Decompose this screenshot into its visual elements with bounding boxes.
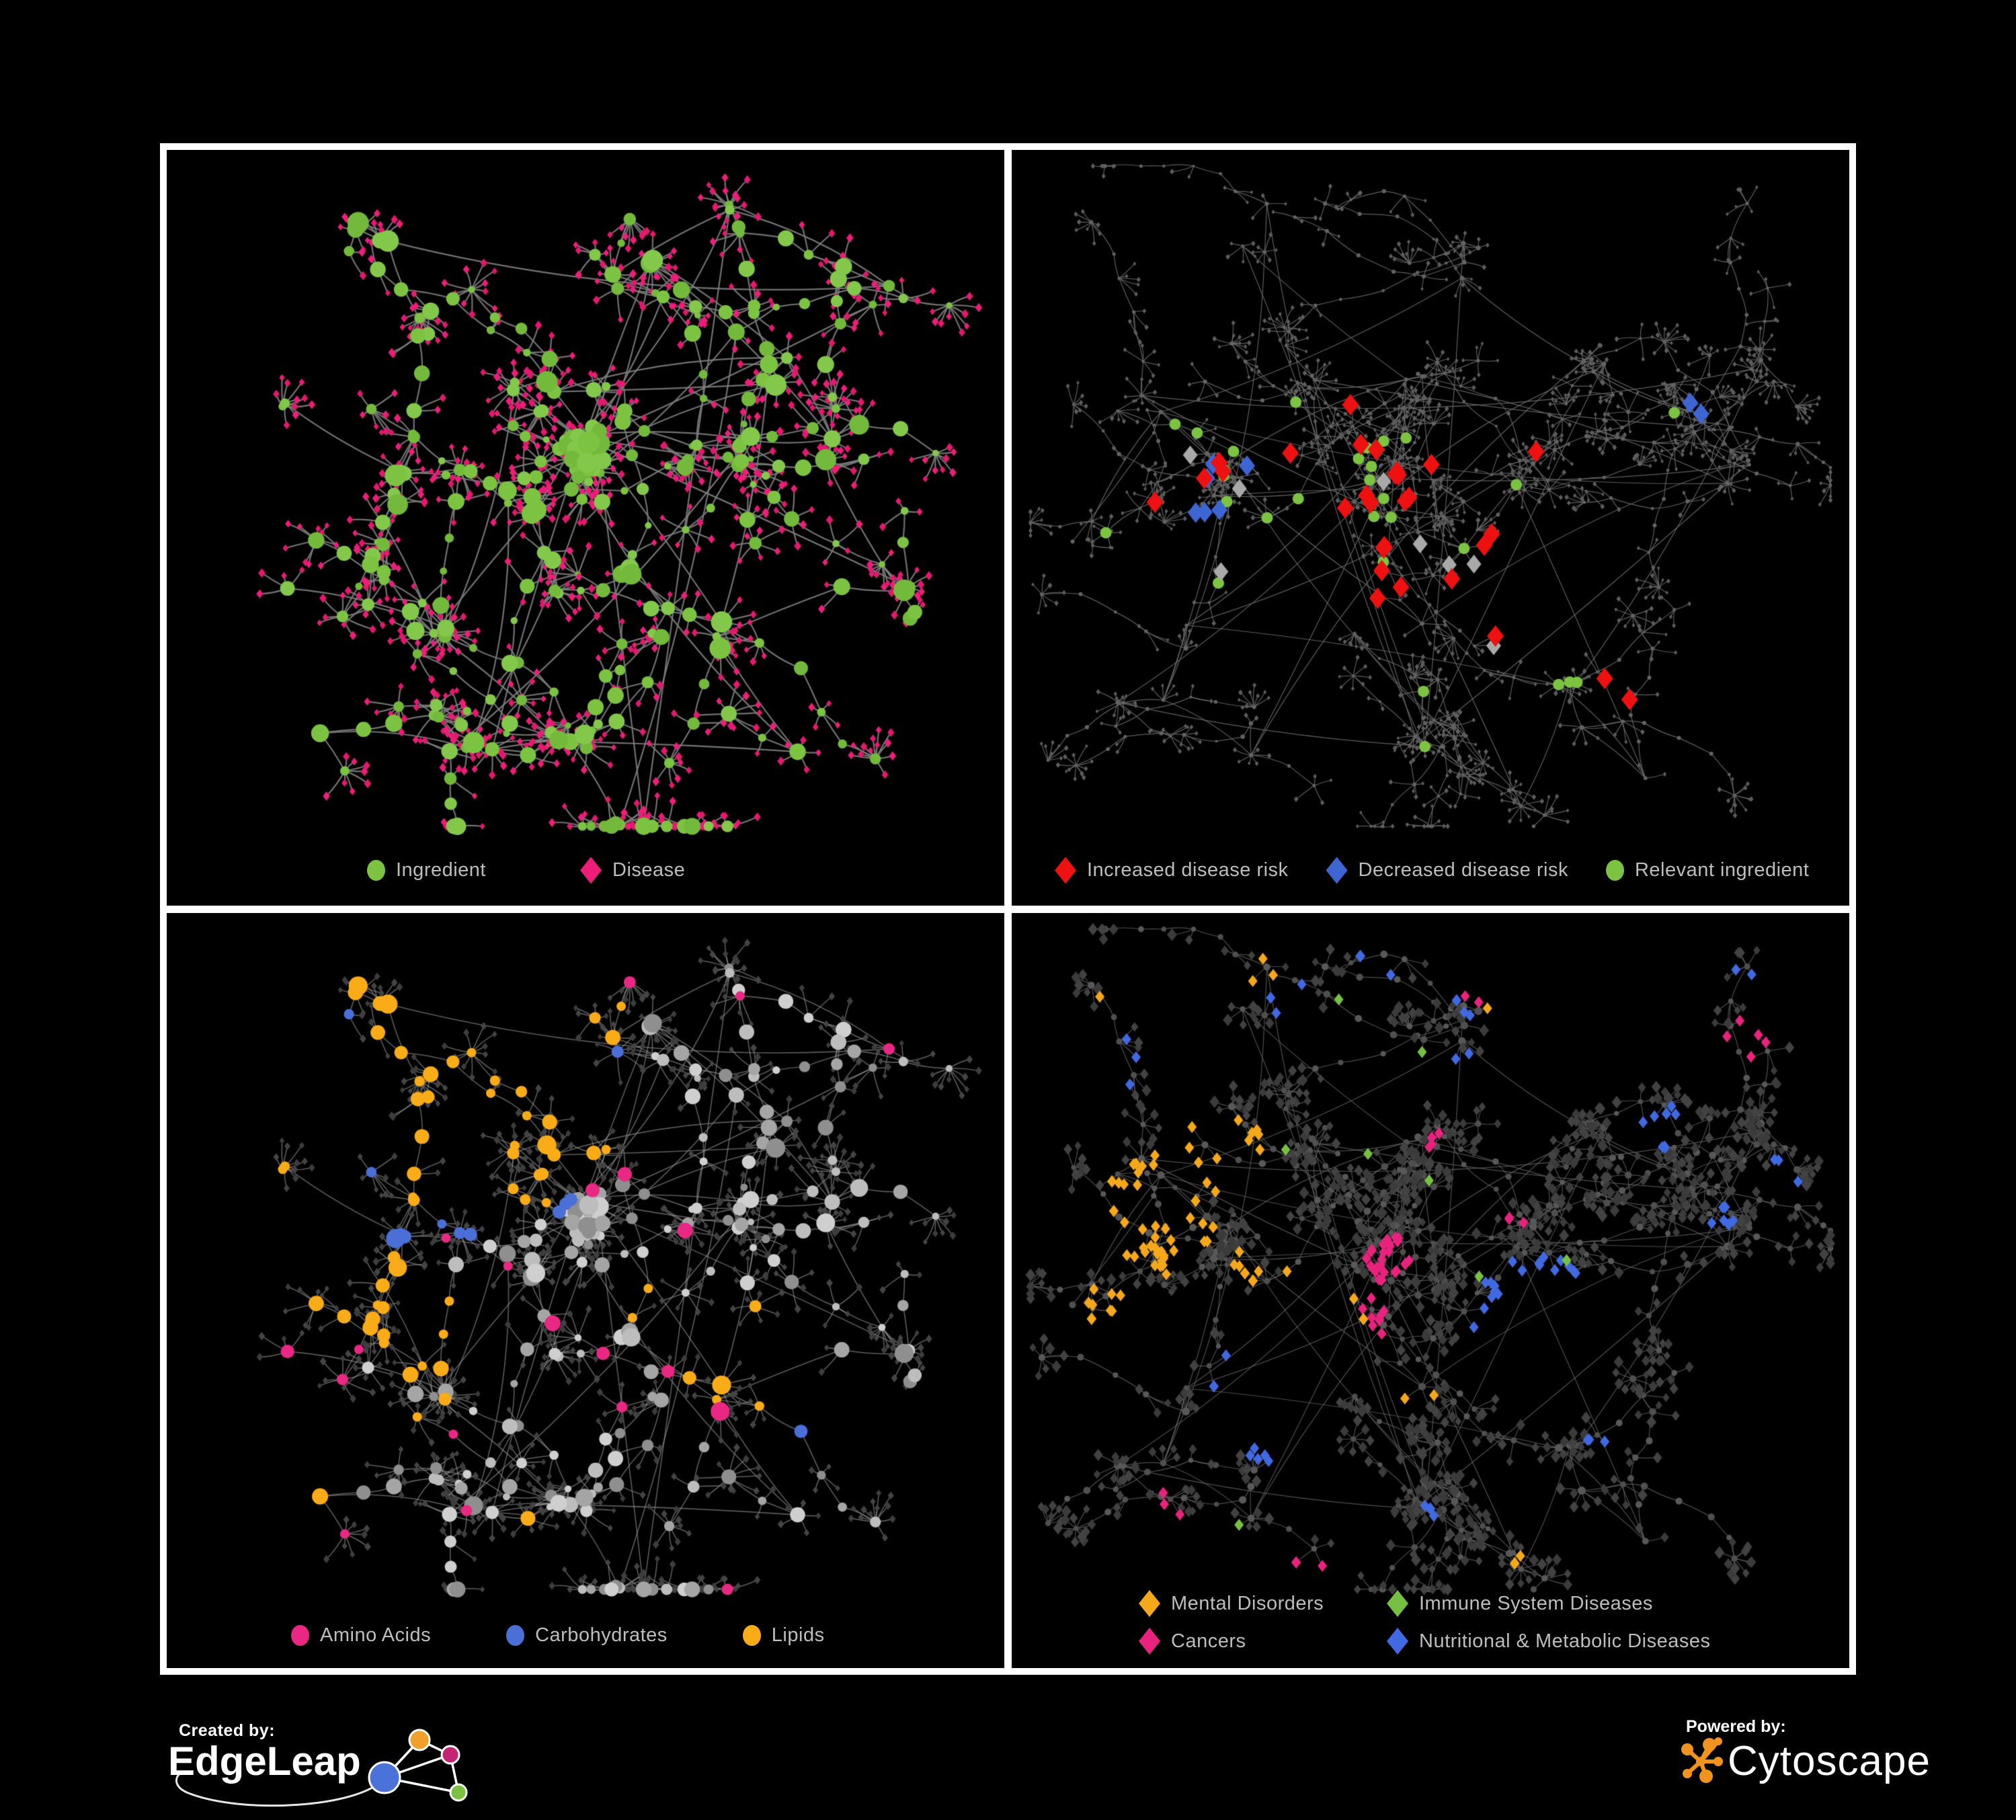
legend-compound-class: Amino Acids Carbohydrates Lipids — [167, 1624, 1004, 1647]
circle-swatch-icon — [506, 1625, 525, 1646]
cytoscape-network-icon — [1681, 1737, 1723, 1783]
panel-disease-class-network: Mental Disorders Immune System Diseases Ca… — [1012, 912, 1849, 1668]
panel-disease-risk-network: Increased disease risk Decreased disease … — [1012, 150, 1849, 906]
legend-item-nutritional-metabolic-diseases: Nutritional & Metabolic Diseases — [1387, 1628, 1849, 1655]
edgeleap-wordmark: EdgeLeap — [168, 1739, 361, 1784]
edgeleap-logo-graphic: Created by: EdgeLeap — [168, 1721, 468, 1807]
legend-label: Mental Disorders — [1171, 1592, 1324, 1614]
legend-item-mental-disorders: Mental Disorders — [1139, 1590, 1387, 1617]
four-panel-network-grid: Ingredient Disease Increased disease risk… — [160, 143, 1856, 1675]
legend-disease-risk: Increased disease risk Decreased disease … — [1012, 857, 1849, 884]
legend-label: Lipids — [771, 1624, 825, 1646]
circle-swatch-icon — [367, 860, 385, 881]
cytoscape-wordmark: Cytoscape — [1728, 1738, 1931, 1784]
legend-ingredient-disease: Ingredient Disease — [167, 857, 1004, 884]
legend-label: Immune System Diseases — [1419, 1592, 1653, 1614]
legend-item-amino-acids: Amino Acids — [291, 1624, 431, 1647]
legend-label: Nutritional & Metabolic Diseases — [1419, 1630, 1711, 1652]
edgeleap-network-icon — [175, 1729, 468, 1807]
network-canvas-compound-class — [167, 912, 1004, 1668]
circle-swatch-icon — [742, 1625, 761, 1646]
created-by-label: Created by: — [179, 1721, 275, 1740]
network-canvas-ingredient-disease — [167, 150, 1004, 906]
legend-disease-class: Mental Disorders Immune System Diseases Ca… — [1012, 1590, 1849, 1655]
legend-item-cancers: Cancers — [1139, 1628, 1387, 1655]
diamond-swatch-icon — [1387, 1628, 1408, 1655]
panel-compound-class-network: Amino Acids Carbohydrates Lipids — [167, 912, 1004, 1668]
legend-item-relevant-ingredient: Relevant ingredient — [1605, 859, 1810, 881]
legend-label: Ingredient — [396, 859, 486, 881]
legend-item-immune-system-diseases: Immune System Diseases — [1387, 1590, 1849, 1617]
legend-label: Amino Acids — [320, 1624, 432, 1646]
network-canvas-disease-class — [1012, 912, 1849, 1668]
cytoscape-logo: Powered by: Cytoscape — [1679, 1713, 1962, 1801]
diamond-swatch-icon — [1139, 1628, 1160, 1655]
cytoscape-logo-graphic: Powered by: Cytoscape — [1681, 1717, 1931, 1784]
network-canvas-disease-risk — [1012, 150, 1849, 906]
legend-item-disease: Disease — [580, 857, 685, 884]
diamond-swatch-icon — [1326, 857, 1348, 884]
legend-label: Decreased disease risk — [1358, 859, 1568, 881]
legend-item-lipids: Lipids — [742, 1624, 825, 1647]
legend-item-carbohydrates: Carbohydrates — [506, 1624, 668, 1647]
diamond-swatch-icon — [1055, 857, 1076, 884]
diamond-swatch-icon — [1139, 1590, 1160, 1617]
panel-ingredient-disease-network: Ingredient Disease — [167, 150, 1004, 906]
circle-swatch-icon — [1605, 860, 1624, 881]
legend-item-decreased-disease-risk: Decreased disease risk — [1326, 857, 1568, 884]
legend-label: Cancers — [1171, 1630, 1246, 1652]
legend-label: Relevant ingredient — [1634, 859, 1810, 881]
diamond-swatch-icon — [1387, 1590, 1408, 1617]
legend-item-increased-disease-risk: Increased disease risk — [1055, 857, 1289, 884]
legend-item-ingredient: Ingredient — [367, 859, 486, 881]
diamond-swatch-icon — [580, 857, 602, 884]
powered-by-label: Powered by: — [1686, 1717, 1786, 1736]
edgeleap-logo: Created by: EdgeLeap — [161, 1713, 484, 1814]
legend-label: Disease — [612, 859, 686, 881]
legend-label: Carbohydrates — [535, 1624, 668, 1646]
circle-swatch-icon — [291, 1625, 309, 1646]
legend-label: Increased disease risk — [1087, 859, 1289, 881]
